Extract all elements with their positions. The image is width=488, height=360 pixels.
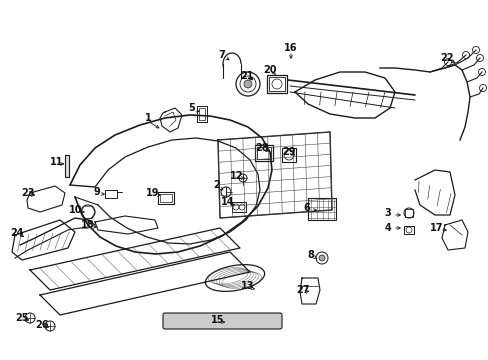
- Text: 20: 20: [263, 65, 276, 75]
- Circle shape: [318, 255, 325, 261]
- Text: 25: 25: [15, 313, 29, 323]
- Text: 1: 1: [144, 113, 151, 123]
- Text: 15: 15: [211, 315, 224, 325]
- FancyBboxPatch shape: [163, 313, 282, 329]
- Text: 22: 22: [439, 53, 453, 63]
- Text: 17: 17: [429, 223, 443, 233]
- Text: 9: 9: [93, 187, 100, 197]
- Text: 2: 2: [213, 180, 220, 190]
- Text: 28: 28: [255, 143, 268, 153]
- Text: 4: 4: [384, 223, 390, 233]
- FancyBboxPatch shape: [65, 155, 69, 177]
- Text: 12: 12: [230, 171, 243, 181]
- Text: 21: 21: [240, 71, 253, 81]
- Text: 27: 27: [296, 285, 309, 295]
- Text: 7: 7: [218, 50, 225, 60]
- Text: 26: 26: [35, 320, 49, 330]
- Text: 18: 18: [81, 220, 95, 230]
- Text: 23: 23: [21, 188, 35, 198]
- Text: 5: 5: [188, 103, 195, 113]
- Text: 6: 6: [303, 203, 310, 213]
- Text: 3: 3: [384, 208, 390, 218]
- Text: 16: 16: [284, 43, 297, 53]
- Text: 24: 24: [10, 228, 24, 238]
- Text: 13: 13: [241, 281, 254, 291]
- Text: 10: 10: [69, 205, 82, 215]
- Text: 19: 19: [146, 188, 160, 198]
- Text: 14: 14: [221, 197, 234, 207]
- Circle shape: [244, 80, 251, 88]
- Text: 11: 11: [50, 157, 63, 167]
- Text: 8: 8: [307, 250, 314, 260]
- Text: 29: 29: [282, 147, 295, 157]
